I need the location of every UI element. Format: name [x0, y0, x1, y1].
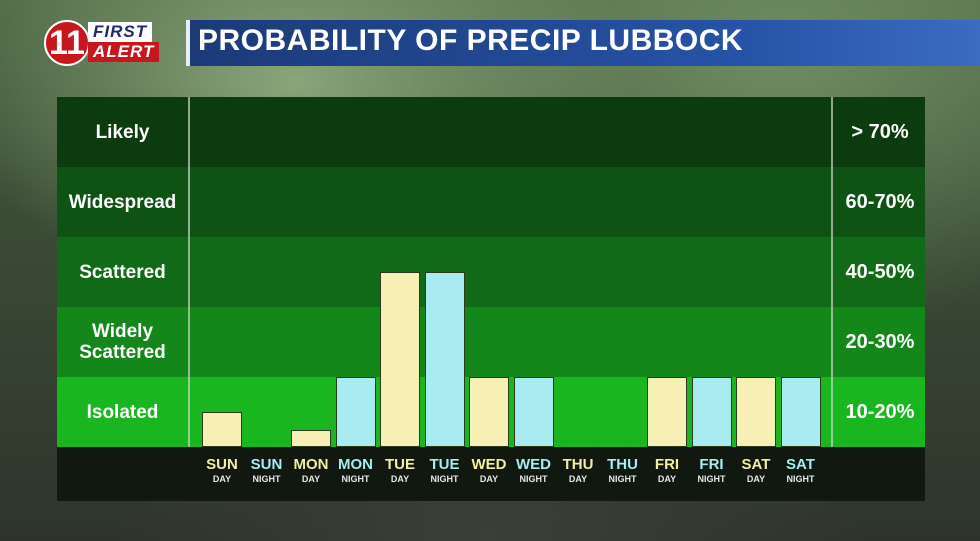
x-label-day: SAT	[786, 456, 815, 473]
x-label-mon-day: MON DAY	[289, 456, 333, 485]
bar-sat-night	[780, 377, 821, 447]
x-label-day: WED	[471, 456, 507, 473]
x-label-thu-day: THU DAY	[556, 456, 600, 485]
x-label-period: DAY	[301, 474, 321, 484]
band-label-line: Scattered	[79, 342, 166, 363]
logo-badge: 11	[44, 20, 90, 66]
x-label-period: DAY	[746, 474, 766, 484]
bar-fri-day	[647, 377, 687, 447]
bar-sat-day	[736, 377, 776, 447]
x-label-period: NIGHT	[341, 474, 370, 484]
x-label-day: FRI	[699, 456, 724, 473]
x-label-day: THU	[562, 456, 594, 473]
x-label-period: DAY	[390, 474, 410, 484]
x-label-period: NIGHT	[608, 474, 637, 484]
band-likely	[57, 97, 925, 167]
x-label-fri-day: FRI DAY	[645, 456, 689, 485]
band-label-line: Widely	[91, 321, 154, 342]
x-label-period: NIGHT	[786, 474, 815, 484]
x-label-period: DAY	[657, 474, 677, 484]
bar-mon-day	[291, 429, 331, 447]
x-label-period: NIGHT	[430, 474, 459, 484]
x-label-mon-night: MON NIGHT	[334, 456, 378, 485]
x-label-day: MON	[293, 456, 329, 473]
x-label-day: MON	[338, 456, 373, 473]
band-label: Widely Scattered	[57, 321, 188, 363]
x-label-period: NIGHT	[519, 474, 548, 484]
x-label-period: DAY	[212, 474, 232, 484]
x-label-day: SUN	[250, 456, 283, 473]
x-label-wed-night: WED NIGHT	[512, 456, 556, 485]
x-label-period: NIGHT	[252, 474, 281, 484]
x-label-fri-night: FRI NIGHT	[690, 456, 734, 485]
band-label: Widespread	[68, 192, 177, 213]
band-widely-scattered	[57, 307, 925, 377]
band-range: > 70%	[851, 121, 909, 143]
page-title: PROBABILITY OF PRECIP LUBBOCK	[198, 24, 744, 57]
band-range: 60-70%	[845, 191, 915, 213]
x-label-day: WED	[516, 456, 551, 473]
band-range: 40-50%	[845, 261, 915, 283]
x-label-wed-day: WED DAY	[467, 456, 511, 485]
right-divider	[831, 97, 833, 501]
x-label-period: NIGHT	[697, 474, 726, 484]
x-label-sun-night: SUN NIGHT	[245, 456, 289, 485]
x-label-tue-day: TUE DAY	[378, 456, 422, 485]
bar-tue-night	[424, 272, 465, 447]
x-label-tue-night: TUE NIGHT	[423, 456, 467, 485]
left-divider	[188, 97, 190, 501]
band-range: 20-30%	[845, 331, 915, 353]
band-widespread	[57, 167, 925, 237]
band-label: Scattered	[79, 262, 166, 283]
x-label-sat-day: SAT DAY	[734, 456, 778, 485]
x-label-day: TUE	[385, 456, 415, 473]
bar-tue-day	[380, 272, 420, 447]
first-alert-logo: 11 FIRST ALERT	[44, 18, 172, 68]
x-label-day: FRI	[654, 456, 680, 473]
band-label: Isolated	[86, 402, 159, 423]
x-label-thu-night: THU NIGHT	[601, 456, 645, 485]
bar-fri-night	[691, 377, 732, 447]
x-label-day: SUN	[206, 456, 238, 473]
x-axis-footer	[57, 447, 925, 501]
x-label-day: THU	[607, 456, 638, 473]
x-label-sat-night: SAT NIGHT	[779, 456, 823, 485]
band-label: Likely	[95, 122, 150, 143]
x-label-sun-day: SUN DAY	[200, 456, 244, 485]
title-bar: PROBABILITY OF PRECIP LUBBOCK	[186, 20, 980, 66]
precip-chart: Likely > 70% Widespread 60-70% Scattered 40-5…	[57, 97, 925, 501]
bar-wed-night	[513, 377, 554, 447]
x-label-day: TUE	[429, 456, 460, 473]
x-label-period: DAY	[479, 474, 499, 484]
logo-alert-text: ALERT	[88, 42, 160, 62]
x-label-day: SAT	[741, 456, 771, 473]
band-scattered	[57, 237, 925, 307]
bar-mon-night	[335, 377, 376, 447]
logo-first-text: FIRST	[88, 22, 153, 42]
bar-wed-day	[469, 377, 509, 447]
bar-sun-day	[202, 412, 242, 447]
band-range: 10-20%	[845, 401, 915, 423]
x-label-period: DAY	[568, 474, 588, 484]
